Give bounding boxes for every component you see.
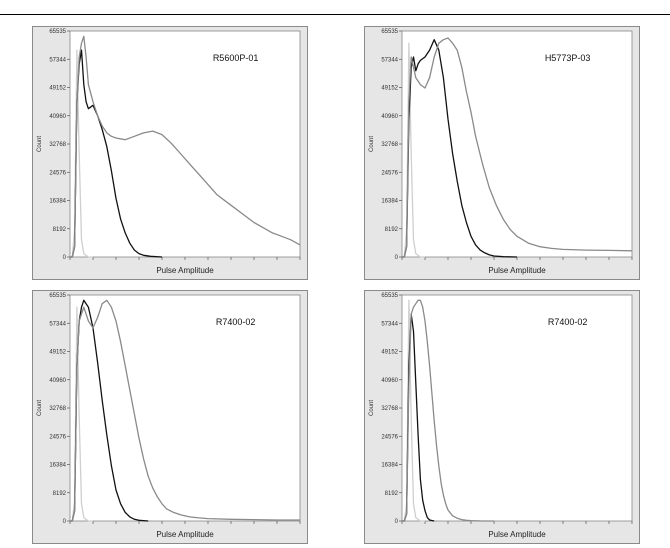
y-tick-label: 40960	[381, 114, 398, 120]
y-tick-label: 32768	[381, 142, 398, 148]
chart-svg-3: 65535 57344 49152 40960 32768 24576 16384 8192 0…	[369, 293, 633, 539]
y-tick-label: 8192	[53, 491, 67, 497]
x-axis-label: Pulse Amplitude	[488, 266, 546, 275]
y-axis-label: Count	[369, 136, 375, 152]
y-tick-label: 16384	[381, 199, 398, 205]
chart-svg-1: 65535 57344 49152 40960 32768 24576 16384 8192 0…	[369, 29, 633, 275]
y-tick-label: 40960	[381, 378, 398, 384]
y-tick-label: 32768	[381, 406, 398, 412]
top-rule	[0, 14, 670, 15]
y-tick-label: 24576	[49, 170, 66, 176]
y-tick-label: 57344	[381, 321, 398, 327]
y-axis-label: Count	[37, 400, 43, 416]
y-tick-label: 57344	[49, 321, 66, 327]
y-tick-label: 65535	[381, 29, 398, 35]
chart-panel-3: 65535 57344 49152 40960 32768 24576 16384 8192 0…	[364, 290, 640, 544]
chart-title: R5600P-01	[213, 53, 259, 63]
series-line-0	[70, 306, 93, 522]
y-tick-label: 40960	[49, 378, 66, 384]
y-tick-label: 0	[63, 255, 67, 261]
y-tick-label: 16384	[49, 199, 66, 205]
chart-svg-2: 65535 57344 49152 40960 32768 24576 16384 8192 0…	[37, 293, 301, 539]
y-tick-label: 8192	[385, 491, 399, 497]
series-line-0	[70, 49, 93, 258]
plot-area	[69, 294, 301, 522]
y-tick-label: 65535	[49, 293, 66, 299]
chart-title: R7400-02	[548, 317, 588, 327]
y-tick-label: 16384	[381, 463, 398, 469]
y-tick-label: 24576	[49, 434, 66, 440]
x-axis-label: Pulse Amplitude	[156, 530, 214, 539]
y-tick-label: 0	[395, 519, 399, 525]
y-tick-label: 49152	[381, 350, 398, 356]
y-tick-label: 65535	[381, 293, 398, 299]
y-tick-label: 16384	[49, 463, 66, 469]
series-line-2	[70, 299, 300, 522]
x-axis-label: Pulse Amplitude	[488, 530, 546, 539]
series-line-1	[402, 39, 518, 258]
y-tick-label: 24576	[381, 170, 398, 176]
y-tick-label: 49152	[381, 86, 398, 92]
y-tick-label: 32768	[49, 142, 66, 148]
chart-svg-0: 65535 57344 49152 40960 32768 24576 16384 8192 0…	[37, 29, 301, 275]
plot-area	[69, 30, 301, 258]
y-axis-label: Count	[369, 400, 375, 416]
y-tick-label: 32768	[49, 406, 66, 412]
y-tick-label: 40960	[49, 114, 66, 120]
y-tick-label: 57344	[381, 57, 398, 63]
y-tick-label: 8192	[53, 227, 67, 233]
y-tick-label: 8192	[385, 227, 399, 233]
series-line-2	[402, 299, 494, 522]
y-tick-label: 49152	[49, 86, 66, 92]
y-axis-label: Count	[37, 136, 43, 152]
y-tick-label: 65535	[49, 29, 66, 35]
series-line-0	[402, 299, 425, 522]
series-line-2	[70, 35, 301, 258]
y-tick-label: 0	[395, 255, 399, 261]
y-tick-label: 24576	[381, 434, 398, 440]
plot-area	[401, 30, 633, 258]
y-tick-label: 49152	[49, 350, 66, 356]
chart-title: H5773P-03	[545, 53, 591, 63]
series-line-0	[402, 42, 425, 258]
chart-panel-2: 65535 57344 49152 40960 32768 24576 16384 8192 0…	[32, 290, 308, 544]
x-axis-label: Pulse Amplitude	[156, 266, 214, 275]
chart-panel-1: 65535 57344 49152 40960 32768 24576 16384 8192 0…	[364, 26, 640, 280]
chart-title: R7400-02	[216, 317, 256, 327]
chart-panel-0: 65535 57344 49152 40960 32768 24576 16384 8192 0…	[32, 26, 308, 280]
plot-area	[401, 294, 633, 522]
y-tick-label: 0	[63, 519, 67, 525]
y-tick-label: 57344	[49, 57, 66, 63]
series-line-2	[402, 37, 633, 258]
